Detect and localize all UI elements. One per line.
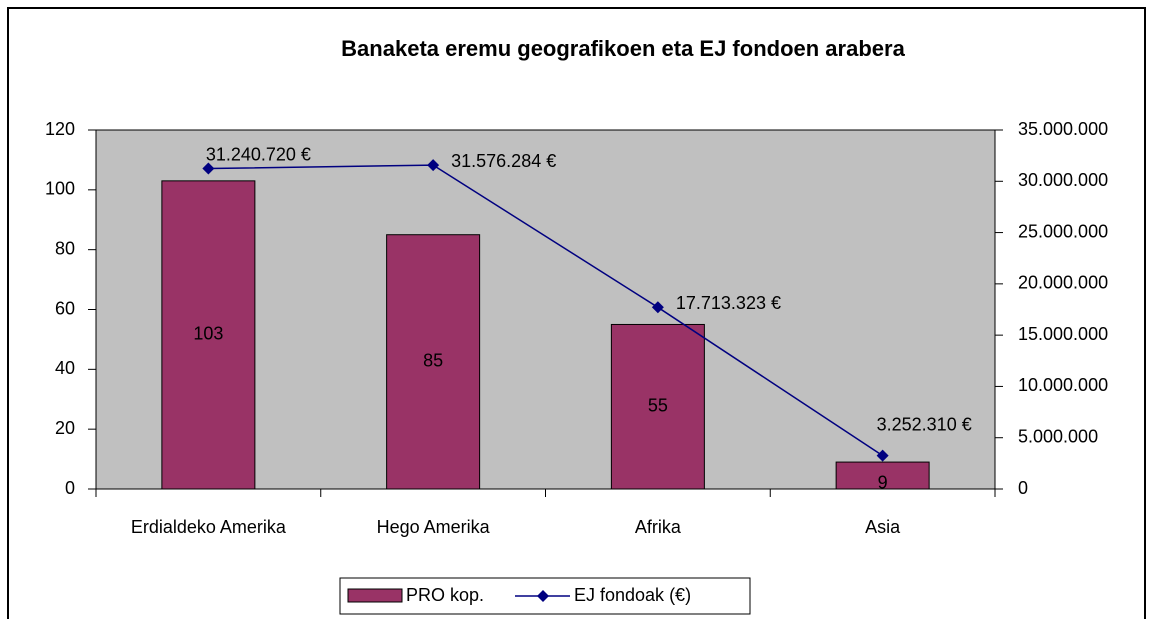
y2-tick-label: 25.000.000	[1018, 221, 1108, 241]
chart-frame	[7, 7, 1146, 619]
x-tick-label: Afrika	[635, 517, 682, 537]
line-marker	[427, 159, 440, 172]
line-value-label: 3.252.310 €	[877, 414, 972, 434]
bar	[835, 461, 930, 490]
line-value-label: 31.240.720 €	[206, 144, 311, 164]
line-value-label: 17.713.323 €	[676, 293, 781, 313]
y2-tick-label: 30.000.000	[1018, 170, 1108, 190]
bar-value-label: 55	[648, 395, 668, 415]
legend-label: EJ fondoak (€)	[574, 585, 691, 605]
line-marker	[202, 162, 215, 175]
y2-tick-label: 10.000.000	[1018, 375, 1108, 395]
line-value-label: 31.576.284 €	[451, 151, 556, 171]
bar-value-label: 9	[878, 472, 888, 492]
bar	[161, 180, 256, 490]
legend-label: PRO kop.	[406, 585, 484, 605]
y2-tick-label: 5.000.000	[1018, 426, 1098, 446]
y-tick-label: 100	[45, 179, 75, 199]
y2-tick-label: 15.000.000	[1018, 324, 1108, 344]
bar-value-label: 85	[423, 351, 443, 371]
y2-tick-label: 0	[1018, 478, 1028, 498]
line-marker	[876, 449, 889, 462]
bar	[610, 323, 705, 490]
bar	[386, 234, 481, 490]
y-tick-label: 120	[45, 119, 75, 139]
x-tick-label: Erdialdeko Amerika	[131, 517, 287, 537]
x-tick-label: Asia	[865, 517, 901, 537]
chart-title: Banaketa eremu geografikoen eta EJ fondo…	[341, 36, 905, 61]
y-tick-label: 40	[55, 358, 75, 378]
y-tick-label: 60	[55, 298, 75, 318]
y-tick-label: 20	[55, 418, 75, 438]
line-marker	[651, 301, 664, 314]
y2-tick-label: 20.000.000	[1018, 273, 1108, 293]
x-tick-label: Hego Amerika	[377, 517, 491, 537]
y2-tick-label: 35.000.000	[1018, 119, 1108, 139]
line	[208, 164, 884, 457]
legend-marker	[537, 590, 549, 602]
legend-swatch	[347, 588, 403, 603]
bar-value-label: 103	[193, 324, 223, 344]
y-tick-label: 80	[55, 238, 75, 258]
y-tick-label: 0	[65, 478, 75, 498]
